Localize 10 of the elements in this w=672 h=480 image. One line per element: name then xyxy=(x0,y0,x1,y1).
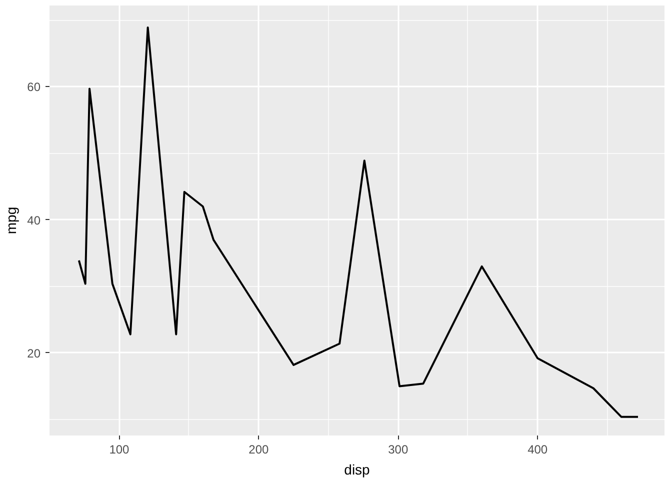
x-tick-label: 300 xyxy=(388,442,408,456)
y-axis-title: mpg xyxy=(3,206,20,234)
x-tick-label: 400 xyxy=(528,442,548,456)
x-tick-label: 100 xyxy=(109,442,130,456)
y-tick-label: 60 xyxy=(27,80,41,94)
x-axis-title: disp xyxy=(344,462,370,478)
line-series xyxy=(78,26,640,418)
y-tick-label: 40 xyxy=(27,213,41,228)
x-tick-label: 200 xyxy=(248,442,270,456)
y-tick-label: 20 xyxy=(27,346,41,360)
